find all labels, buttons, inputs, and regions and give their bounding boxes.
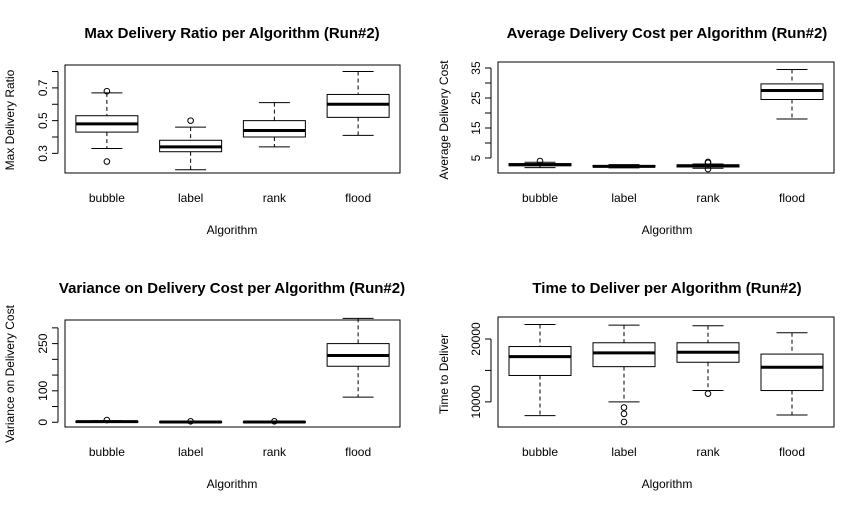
y-axis-label: Time to Deliver: [437, 334, 451, 414]
y-tick-label: 25: [469, 91, 483, 105]
box-flood: [326, 71, 390, 136]
outlier-point: [271, 418, 278, 425]
outlier-point: [620, 410, 628, 418]
box-flood: [760, 332, 824, 416]
y-tick-label: 0.7: [36, 79, 50, 96]
plot-frame: [497, 316, 835, 428]
outlier-point: [103, 87, 111, 95]
outlier-point: [187, 418, 194, 425]
y-axis-label: Variance on Delivery Cost: [3, 304, 17, 443]
y-tick-label: 100: [36, 380, 50, 400]
box-flood: [760, 69, 824, 120]
x-axis-label: Algorithm: [642, 223, 693, 237]
x-tick-label: flood: [345, 445, 371, 459]
box-rank: [676, 158, 740, 173]
outlier-point: [103, 158, 111, 165]
box-iqr: [760, 353, 824, 392]
x-axis-label: Algorithm: [642, 477, 693, 491]
chart-title: Average Delivery Cost per Algorithm (Run…: [507, 25, 828, 42]
plot-frame: [497, 61, 835, 174]
plot-area: 5 15 25 35 bubble label rank flood: [469, 61, 835, 205]
box-iqr: [508, 346, 572, 376]
y-tick-label: 5: [469, 154, 483, 161]
box-rank: [676, 325, 740, 397]
outlier-point: [536, 157, 544, 165]
panel-variance-delivery-cost: Variance on Delivery Cost per Algorithm …: [3, 280, 405, 491]
panel-time-to-deliver: Time to Deliver per Algorithm (Run#2) Al…: [437, 280, 835, 491]
x-tick-label: flood: [345, 191, 371, 205]
box-rank: [242, 418, 306, 425]
box-label: [159, 117, 223, 171]
box-label: [592, 324, 656, 426]
plot-area: 0 100 250 bubble label rank flood: [36, 317, 401, 459]
outlier-point: [187, 117, 194, 124]
y-tick-label: 10000: [469, 385, 483, 419]
plot-frame: [64, 64, 401, 174]
x-tick-label: label: [611, 191, 636, 205]
x-tick-label: label: [178, 445, 203, 459]
box-label: [159, 418, 223, 425]
panel-average-delivery-cost: Average Delivery Cost per Algorithm (Run…: [437, 25, 835, 237]
y-tick-label: 250: [36, 333, 50, 353]
x-tick-label: bubble: [522, 191, 558, 205]
plot-area: 0.3 0.5 0.7 bubble label rank flood: [36, 64, 401, 205]
outlier-point: [704, 158, 712, 166]
box-flood: [326, 317, 390, 398]
y-tick-label: 20000: [469, 322, 483, 356]
outlier-point: [620, 418, 628, 426]
x-tick-label: bubble: [89, 445, 125, 459]
x-tick-label: rank: [263, 191, 287, 205]
x-tick-label: flood: [779, 445, 805, 459]
outlier-point: [620, 404, 628, 411]
outlier-point: [704, 165, 712, 173]
chart-title: Variance on Delivery Cost per Algorithm …: [59, 280, 405, 297]
box-rank: [242, 102, 306, 148]
y-tick-label: 0: [36, 419, 50, 426]
x-tick-label: rank: [696, 191, 720, 205]
box-bubble: [75, 416, 139, 424]
box-bubble: [508, 157, 572, 169]
x-tick-label: bubble: [522, 445, 558, 459]
x-tick-label: bubble: [89, 191, 125, 205]
y-tick-label: 15: [469, 121, 483, 135]
box-bubble: [75, 87, 139, 165]
box-iqr: [592, 342, 656, 368]
y-axis-label: Max Delivery Ratio: [3, 69, 17, 170]
y-tick-label: 0.3: [36, 145, 50, 162]
x-tick-label: rank: [263, 445, 287, 459]
x-axis-label: Algorithm: [207, 477, 258, 491]
y-tick-label: 35: [469, 61, 483, 75]
box-bubble: [508, 324, 572, 417]
x-tick-label: label: [178, 191, 203, 205]
x-tick-label: label: [611, 445, 636, 459]
box-iqr: [242, 120, 306, 138]
chart-title: Time to Deliver per Algorithm (Run#2): [532, 280, 801, 297]
box-label: [592, 164, 656, 169]
x-tick-label: flood: [779, 191, 805, 205]
plot-frame: [64, 319, 401, 428]
outlier-point: [103, 416, 111, 424]
outlier-point: [704, 390, 712, 397]
chart-title: Max Delivery Ratio per Algorithm (Run#2): [84, 25, 379, 42]
y-axis-label: Average Delivery Cost: [437, 60, 451, 180]
y-tick-label: 0.5: [36, 112, 50, 129]
panel-max-delivery-ratio: Max Delivery Ratio per Algorithm (Run#2)…: [3, 25, 401, 237]
box-iqr: [326, 93, 390, 118]
x-axis-label: Algorithm: [207, 223, 258, 237]
x-tick-label: rank: [696, 445, 720, 459]
plot-area: 10000 20000 bubble label rank flood: [469, 316, 835, 459]
